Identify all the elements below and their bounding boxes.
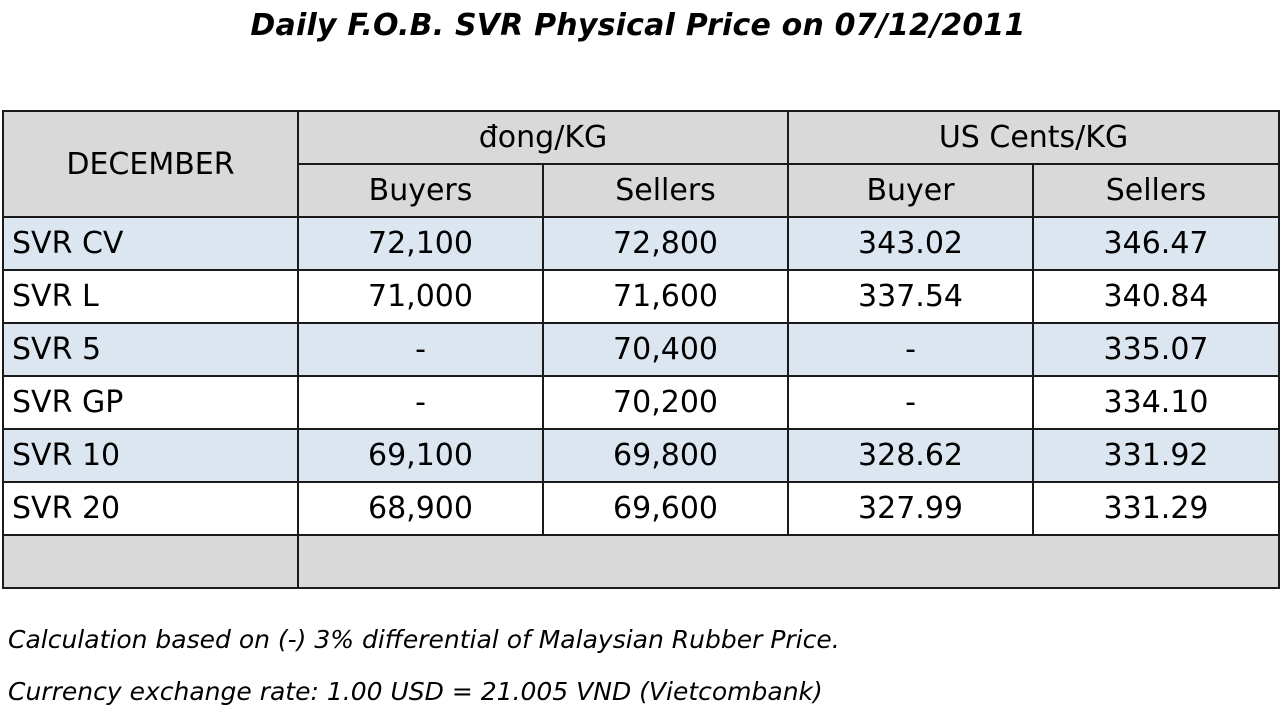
usd-group-header: US Cents/KG: [787, 110, 1280, 165]
grade-cell: SVR GP: [2, 375, 299, 430]
vnd-sellers-header: Sellers: [541, 163, 790, 218]
empty-footer-row: [2, 534, 1280, 589]
table-row: SVR 5 - 70,400 - 335.07: [2, 322, 1280, 377]
usd-sellers-header: Sellers: [1032, 163, 1280, 218]
usd-sell-cell: 346.47: [1032, 216, 1280, 271]
calculation-note: Calculation based on (-) 3% differential…: [8, 625, 840, 654]
usd-sell-cell: 340.84: [1032, 269, 1280, 324]
table-row: SVR 10 69,100 69,800 328.62 331.92: [2, 428, 1280, 483]
grade-cell: SVR CV: [2, 216, 299, 271]
grade-cell: SVR 20: [2, 481, 299, 536]
usd-sell-cell: 334.10: [1032, 375, 1280, 430]
usd-sell-cell: 331.29: [1032, 481, 1280, 536]
usd-buy-cell: 343.02: [787, 216, 1035, 271]
vnd-buy-cell: 72,100: [297, 216, 544, 271]
vnd-sell-cell: 70,400: [541, 322, 790, 377]
usd-buy-cell: 328.62: [787, 428, 1035, 483]
table-row: SVR L 71,000 71,600 337.54 340.84: [2, 269, 1280, 324]
vnd-sell-cell: 70,200: [541, 375, 790, 430]
empty-footer-span-cell: [296, 534, 1280, 589]
vnd-sell-cell: 69,600: [541, 481, 790, 536]
usd-buy-cell: -: [787, 375, 1035, 430]
usd-buy-cell: 337.54: [787, 269, 1035, 324]
header-row-group: DECEMBER đong/KG US Cents/KG: [2, 110, 1280, 218]
footnotes: Calculation based on (-) 3% differential…: [8, 620, 840, 720]
table-row: SVR CV 72,100 72,800 343.02 346.47: [2, 216, 1280, 271]
vnd-buy-cell: -: [297, 375, 544, 430]
usd-sell-cell: 335.07: [1032, 322, 1280, 377]
table-row: SVR GP - 70,200 - 334.10: [2, 375, 1280, 430]
vnd-sell-cell: 69,800: [541, 428, 790, 483]
table-row: SVR 20 68,900 69,600 327.99 331.29: [2, 481, 1280, 536]
exchange-rate-note: Currency exchange rate: 1.00 USD = 21.00…: [8, 677, 823, 706]
vnd-sell-cell: 72,800: [541, 216, 790, 271]
header-row-columns: Buyers Sellers Buyer Sellers: [3, 163, 1280, 218]
empty-footer-cell: [2, 534, 299, 589]
vnd-buy-cell: -: [297, 322, 544, 377]
usd-buy-cell: 327.99: [787, 481, 1035, 536]
usd-buy-cell: -: [787, 322, 1035, 377]
grade-cell: SVR 5: [2, 322, 299, 377]
usd-sell-cell: 331.92: [1032, 428, 1280, 483]
price-table: DECEMBER đong/KG US Cents/KG Buyers Sell…: [2, 110, 1280, 589]
vnd-group-header: đong/KG: [296, 110, 790, 165]
grade-cell: SVR L: [2, 269, 299, 324]
vnd-buy-cell: 68,900: [297, 481, 544, 536]
grade-cell: SVR 10: [2, 428, 299, 483]
vnd-sell-cell: 71,600: [541, 269, 790, 324]
vnd-buy-cell: 69,100: [297, 428, 544, 483]
vnd-buy-cell: 71,000: [297, 269, 544, 324]
month-header: DECEMBER: [2, 110, 299, 218]
page-title: Daily F.O.B. SVR Physical Price on 07/12…: [250, 8, 1026, 43]
usd-buyer-header: Buyer: [787, 163, 1035, 218]
vnd-buyers-header: Buyers: [297, 163, 544, 218]
